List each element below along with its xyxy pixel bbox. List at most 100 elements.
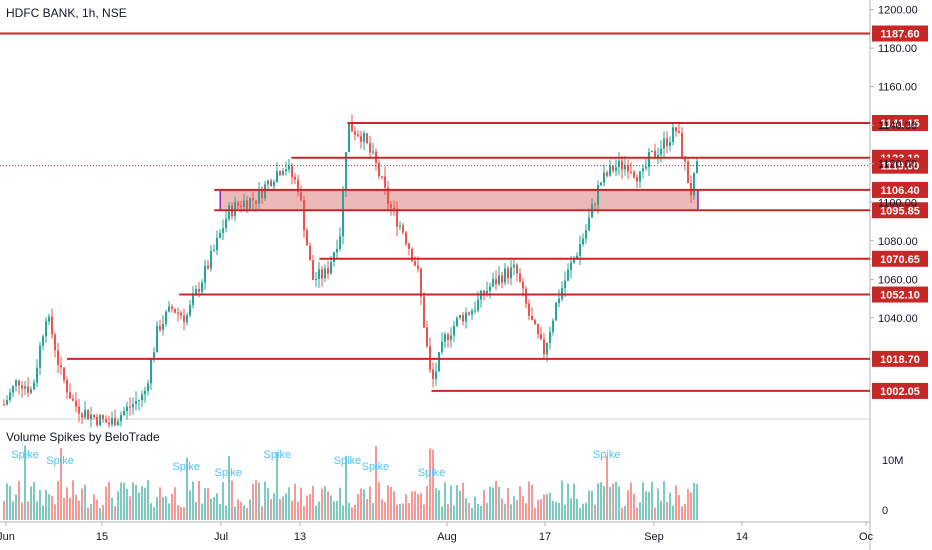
- candle-body: [534, 320, 536, 324]
- candle-body: [492, 279, 494, 287]
- candle-body: [27, 386, 29, 393]
- volume-bar: [393, 491, 395, 520]
- volume-bar: [306, 495, 308, 520]
- level-price-label: 1018.70: [880, 354, 920, 366]
- candle-body: [129, 406, 131, 408]
- volume-bar: [528, 481, 530, 520]
- candle-body: [141, 394, 143, 401]
- level-price-badge: [872, 286, 928, 303]
- volume-bar: [291, 500, 293, 520]
- candle-body: [30, 389, 32, 393]
- level-price-badge: [872, 202, 928, 219]
- volume-bar: [603, 485, 605, 520]
- candle-body: [180, 312, 182, 316]
- volume-bar: [660, 500, 662, 520]
- time-tick-label: Aug: [437, 531, 457, 543]
- candle-body: [108, 422, 110, 425]
- candle-body: [309, 245, 311, 261]
- candle-body: [342, 189, 344, 237]
- price-tick-label: 1100.00: [878, 197, 917, 209]
- current-price-badge: [872, 157, 928, 174]
- spike-label: Spike: [418, 467, 446, 479]
- volume-bar: [228, 456, 230, 520]
- candle-body: [477, 299, 479, 311]
- candle-body: [159, 326, 161, 330]
- candle-body: [432, 369, 434, 379]
- candle-body: [609, 165, 611, 176]
- level-price-label: 1052.10: [880, 290, 920, 302]
- candle-body: [111, 418, 113, 425]
- candle-body: [687, 161, 689, 184]
- volume-bar: [471, 507, 473, 520]
- volume-bar: [294, 483, 296, 520]
- candle-body: [243, 200, 245, 208]
- candle-body: [648, 152, 650, 167]
- volume-bar: [567, 483, 569, 520]
- grid: [0, 0, 871, 550]
- candle-body: [273, 181, 275, 186]
- candle-body: [429, 346, 431, 370]
- volume-bar: [54, 504, 56, 520]
- volume-bar: [240, 501, 242, 520]
- current-price-label: 1119.00: [881, 161, 920, 173]
- volume-bar: [141, 486, 143, 520]
- candle-body: [57, 350, 59, 366]
- volume-bar: [297, 501, 299, 520]
- candle-body: [633, 172, 635, 178]
- volume-bar: [360, 488, 362, 520]
- volume-bar: [108, 481, 110, 520]
- price-tick-label: 1040.00: [878, 313, 918, 325]
- volume-bar: [453, 505, 455, 520]
- candle-body: [330, 261, 332, 274]
- volume-bar: [342, 505, 344, 520]
- volume-bar: [663, 481, 665, 520]
- volume-bar: [330, 495, 332, 520]
- candle-body: [657, 154, 659, 157]
- candle-body: [393, 207, 395, 210]
- volume-bar: [645, 491, 647, 520]
- volume-bar: [159, 487, 161, 520]
- candle-body: [681, 132, 683, 159]
- candle-body: [321, 269, 323, 279]
- volume-bar: [474, 496, 476, 520]
- volume-bar: [369, 486, 371, 520]
- candle-body: [228, 205, 230, 219]
- volume-bar: [426, 485, 428, 520]
- volume-bar: [408, 503, 410, 520]
- candle-body: [603, 172, 605, 183]
- time-tick-label: Jun: [0, 531, 15, 543]
- volume-bar: [195, 502, 197, 520]
- candle-body: [315, 278, 317, 280]
- volume-bar: [450, 485, 452, 520]
- volume-bar: [51, 495, 53, 520]
- candle-body: [489, 286, 491, 291]
- candle-body: [411, 248, 413, 262]
- candle-body: [54, 334, 56, 351]
- volume-bar: [114, 506, 116, 520]
- time-tick-label: Oc: [859, 531, 874, 543]
- volume-bar: [303, 506, 305, 520]
- volume-bar: [618, 486, 620, 520]
- volume-bar: [318, 501, 320, 520]
- volume-tick-label: 10M: [882, 455, 903, 467]
- volume-bar: [48, 494, 50, 520]
- supply-demand-zone[interactable]: [219, 189, 699, 212]
- volume-bar: [441, 506, 443, 520]
- candle-body: [279, 171, 281, 175]
- volume-bar: [60, 447, 62, 520]
- candle-body: [324, 268, 326, 279]
- candle-body: [666, 138, 668, 147]
- volume-bar: [153, 507, 155, 520]
- candle-body: [495, 279, 497, 285]
- volume-bar: [429, 448, 431, 520]
- volume-bar: [18, 480, 20, 520]
- candle-body: [672, 127, 674, 142]
- volume-bar: [180, 507, 182, 520]
- volume-bar: [270, 498, 272, 520]
- volume-bar: [213, 497, 215, 520]
- volume-bar: [300, 487, 302, 520]
- volume-bar: [24, 445, 26, 520]
- candle-body: [6, 400, 8, 405]
- spike-label: Spike: [264, 449, 292, 461]
